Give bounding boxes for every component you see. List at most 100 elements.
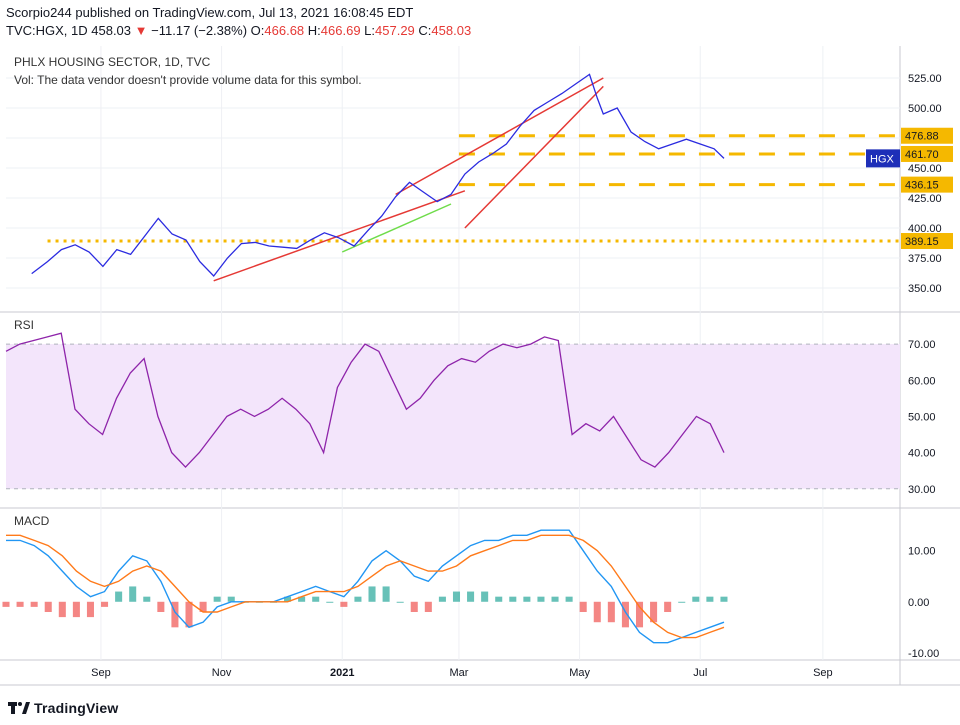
macd-histogram-bar <box>579 601 587 612</box>
macd-histogram-bar <box>635 601 644 628</box>
macd-histogram-bar <box>213 596 221 602</box>
chart-canvas[interactable]: Sep Nov 2021 Mar May Jul Sep 350.00 375.00 400.00… <box>0 0 960 694</box>
macd-histogram-bar <box>171 601 179 628</box>
macd-histogram-bar <box>537 596 545 602</box>
ohlc-line: TVC:HGX, 1D 458.03 ▼ −11.17 (−2.38%) O:4… <box>6 23 471 38</box>
price-tick-label: 350.00 <box>908 283 942 295</box>
macd-tick-label: 10.00 <box>908 546 936 558</box>
trendline <box>213 190 466 282</box>
level-price-label: 476.88 <box>905 131 939 143</box>
macd-histogram-bar <box>2 601 10 607</box>
trendline <box>395 77 604 196</box>
macd-histogram-bar <box>452 591 461 602</box>
rsi-series-line <box>5 332 725 469</box>
macd-histogram-bar <box>523 596 531 602</box>
macd-histogram-bar <box>115 591 123 602</box>
macd-histogram-bar <box>509 596 517 602</box>
chart-header: Scorpio244 published on TradingView.com,… <box>0 0 960 46</box>
level-price-tag <box>901 176 953 193</box>
macd-histogram-bar <box>467 591 475 602</box>
macd-histogram-bar <box>298 596 306 602</box>
price-tick-label: 400.00 <box>908 223 942 235</box>
macd-histogram-bar <box>706 596 714 602</box>
ticker-badge <box>866 149 900 168</box>
macd-histogram-bar <box>101 601 109 607</box>
trendline <box>341 203 452 253</box>
macd-histogram-bar <box>199 601 207 612</box>
rsi-pane-title: RSI <box>14 318 35 332</box>
rsi-tick-label: 60.00 <box>908 375 936 387</box>
tradingview-logo-icon <box>8 702 30 714</box>
price-tick-label: 450.00 <box>908 163 942 175</box>
macd-histogram-bar <box>58 601 66 618</box>
price-tick-label: 500.00 <box>908 103 942 115</box>
macd-histogram-bar <box>621 601 629 628</box>
volume-note: Vol: The data vendor doesn't provide vol… <box>14 73 362 87</box>
macd-histogram-bar <box>438 596 446 602</box>
macd-histogram-bar <box>72 601 80 618</box>
change-value: −11.17 (−2.38%) <box>151 23 248 38</box>
low-value: 457.29 <box>375 23 415 38</box>
macd-histogram-bar <box>396 601 404 603</box>
open-value: 466.68 <box>264 23 305 38</box>
macd-histogram-bar <box>481 591 489 602</box>
last-price: 458.03 <box>91 23 132 38</box>
macd-histogram-bar <box>720 596 728 602</box>
price-pane-title: PHLX HOUSING SECTOR, 1D, TVC <box>14 55 211 69</box>
level-price-label: 461.70 <box>905 149 939 161</box>
macd-histogram-bar <box>382 586 390 602</box>
macd-histogram-bar <box>44 601 52 612</box>
x-tick-label: Jul <box>693 667 707 679</box>
price-tick-label: 425.00 <box>908 193 942 205</box>
rsi-tick-label: 40.00 <box>908 448 936 460</box>
macd-histogram-bar <box>565 596 573 602</box>
macd-histogram-bar <box>326 601 334 603</box>
macd-histogram-bar <box>86 601 94 618</box>
close-label: C: <box>418 23 432 38</box>
tradingview-brand: TradingView <box>34 700 119 716</box>
macd-tick-label: -10.00 <box>908 648 939 660</box>
rsi-tick-label: 50.00 <box>908 411 936 423</box>
macd-histogram-bar <box>692 596 700 602</box>
macd-histogram-bar <box>30 601 38 607</box>
level-price-tag <box>901 233 953 250</box>
macd-histogram-bar <box>284 596 292 602</box>
macd-tick-label: 0.00 <box>908 597 929 609</box>
trendline <box>464 85 604 229</box>
publisher-line: Scorpio244 published on TradingView.com,… <box>6 5 414 20</box>
rsi-tick-label: 30.00 <box>908 484 936 496</box>
macd-histogram-bar <box>495 596 503 602</box>
macd-histogram-bar <box>551 596 559 602</box>
x-tick-label: Mar <box>449 667 468 679</box>
macd-histogram-bar <box>664 601 672 612</box>
macd-histogram-bar <box>607 601 615 623</box>
macd-histogram-bar <box>354 596 362 602</box>
change-arrow-icon: ▼ <box>134 23 148 38</box>
macd-line <box>6 529 725 644</box>
macd-histogram-bar <box>129 586 137 602</box>
x-tick-label: Sep <box>813 667 833 679</box>
macd-histogram-bar <box>340 601 348 607</box>
level-price-tag <box>901 127 953 144</box>
close-value: 458.03 <box>431 23 472 38</box>
low-label: L: <box>364 23 376 38</box>
open-label: O: <box>250 23 265 38</box>
level-price-label: 389.15 <box>905 236 939 248</box>
x-tick-label: Sep <box>91 667 111 679</box>
macd-histogram-bar <box>157 601 165 612</box>
price-series-line <box>31 73 725 277</box>
level-price-label: 436.15 <box>905 180 939 192</box>
price-tick-label: 525.00 <box>908 73 942 85</box>
macd-histogram-bar <box>424 601 432 612</box>
macd-histogram-bar <box>143 596 151 602</box>
macd-histogram-bar <box>185 601 193 628</box>
high-value: 466.69 <box>320 23 361 38</box>
x-tick-label: 2021 <box>330 667 354 679</box>
macd-histogram-bar <box>312 596 320 602</box>
macd-histogram-bar <box>650 601 658 623</box>
x-tick-label: Nov <box>212 667 232 679</box>
macd-histogram-bar <box>227 596 235 602</box>
symbol-label: TVC:HGX, 1D <box>6 23 88 38</box>
macd-histogram-bar <box>410 601 418 612</box>
high-label: H: <box>307 23 321 38</box>
